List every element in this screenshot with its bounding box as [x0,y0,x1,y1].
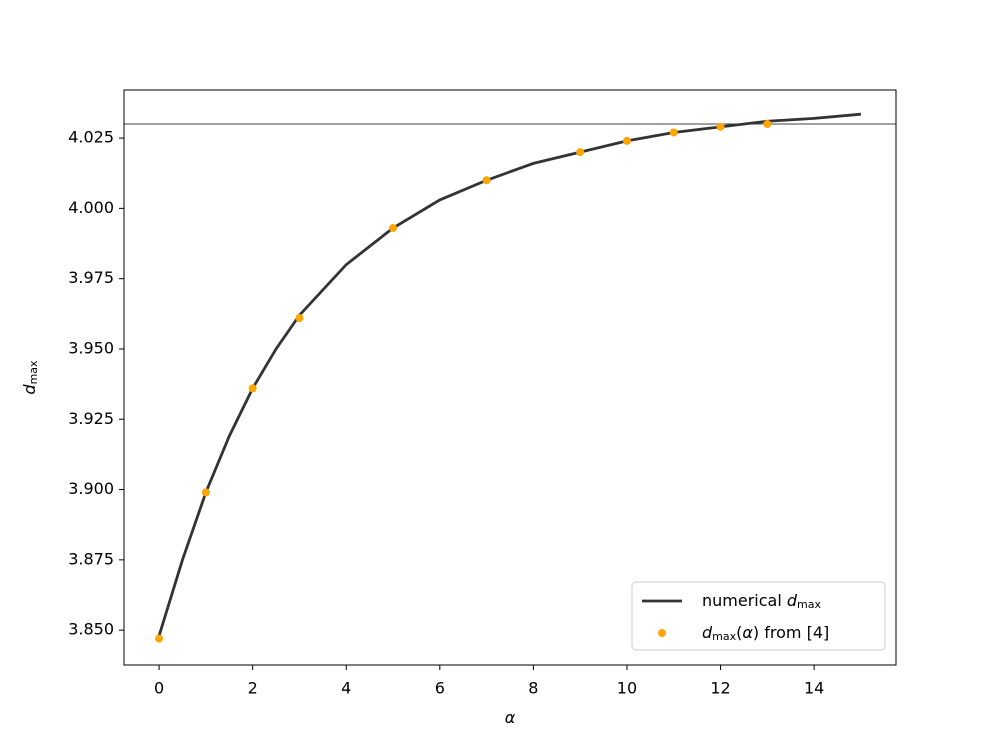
x-axis-label: α [505,708,516,727]
y-tick-label: 3.875 [68,549,114,568]
data-point [389,224,398,233]
data-point [295,314,304,323]
y-tick-label: 4.025 [68,128,114,147]
x-tick-label: 12 [710,679,730,698]
y-axis-label: dmax​ [20,360,41,395]
plot-frame [123,89,897,666]
y-tick-label: 3.925 [68,409,114,428]
y-tick-label: 3.850 [68,620,114,639]
data-point [155,634,164,643]
x-tick-label: 14 [804,679,824,698]
y-tick-label: 3.900 [68,479,114,498]
data-point [482,176,491,185]
legend-box [631,581,886,651]
y-tick-label: 3.975 [68,268,114,287]
x-tick-label: 0 [154,679,164,698]
data-point [248,384,257,393]
x-tick-label: 8 [528,679,538,698]
x-tick-label: 6 [435,679,445,698]
y-tick-label: 3.950 [68,338,114,357]
legend-swatch [658,629,666,637]
data-point [622,136,631,145]
legend-label: numerical dmax​ [702,591,821,612]
legend-label: dmax​(α) from [4] [702,623,829,644]
x-tick-label: 10 [617,679,637,698]
x-tick-label: 4 [341,679,351,698]
data-point [669,128,678,137]
data-point [716,122,725,131]
x-tick-label: 2 [248,679,258,698]
data-point [763,120,772,129]
data-point [576,148,585,157]
y-tick-label: 4.000 [68,198,114,217]
data-point [201,488,210,497]
